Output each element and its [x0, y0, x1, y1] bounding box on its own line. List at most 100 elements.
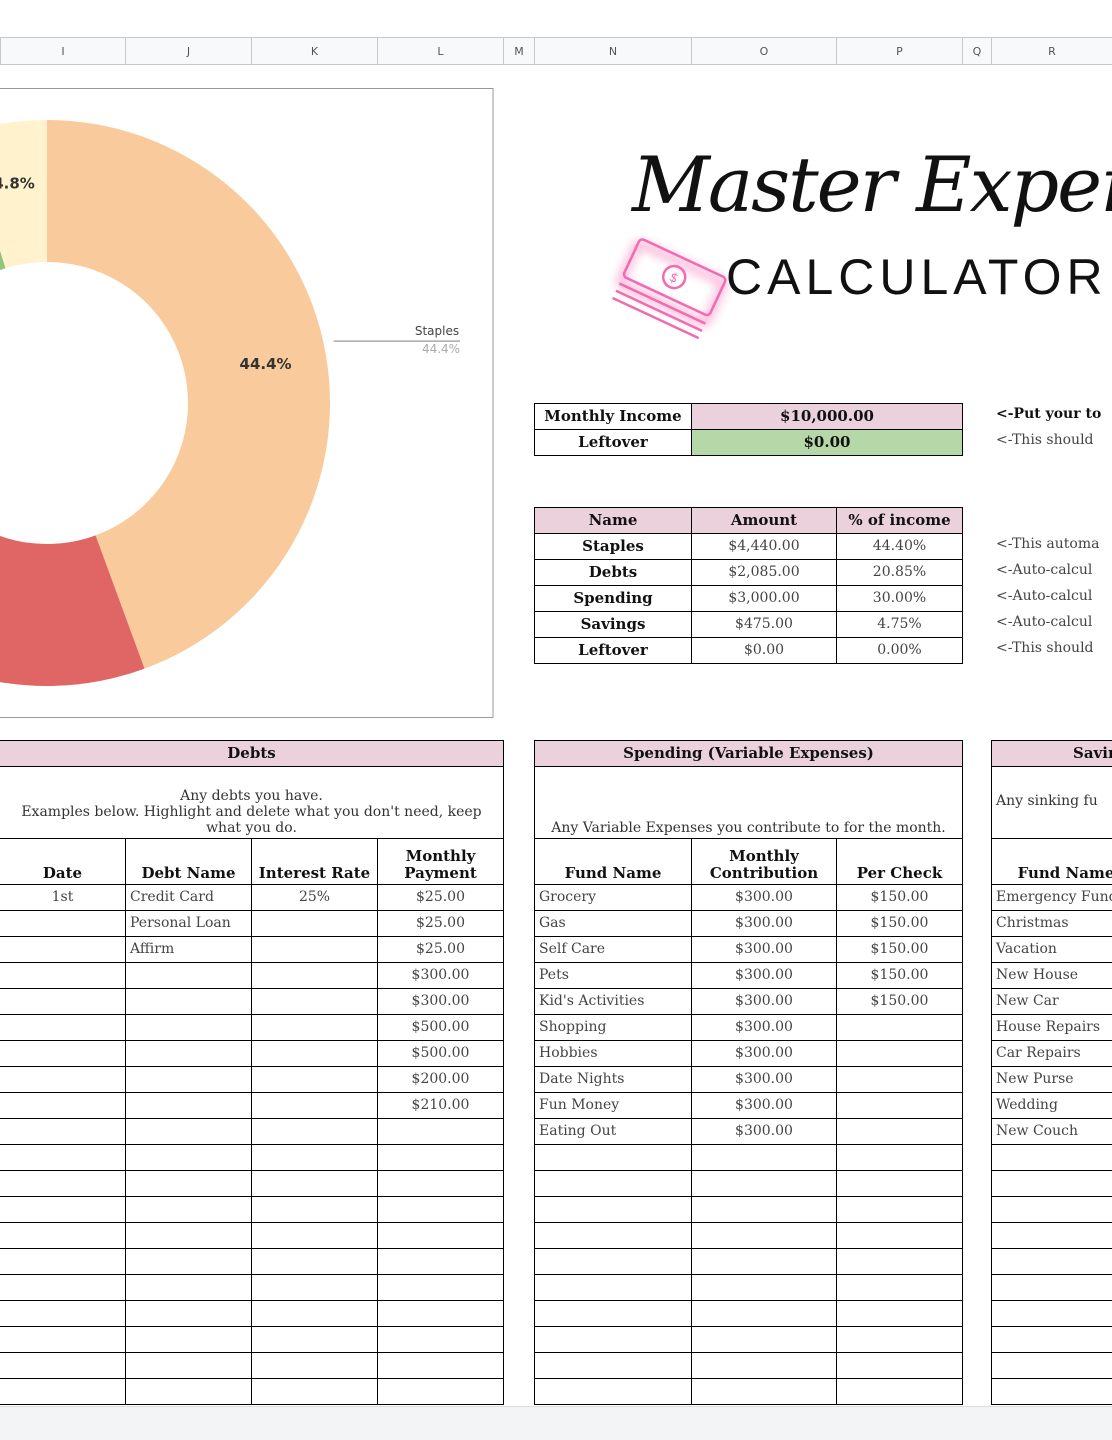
cell: Monthly Payment	[377, 838, 504, 885]
cell: Monthly Income	[534, 403, 692, 430]
cell	[991, 1326, 1112, 1353]
column-header: I	[0, 37, 126, 65]
cell	[836, 1274, 963, 1301]
cell	[534, 1196, 692, 1223]
cell	[691, 1170, 837, 1197]
cell	[0, 1014, 126, 1041]
cell	[377, 1300, 504, 1327]
cell: $150.00	[836, 936, 963, 963]
cell: Date Nights	[534, 1066, 692, 1093]
cell	[251, 1118, 378, 1145]
cell: Car Repairs	[991, 1040, 1112, 1067]
cell: Fun Money	[534, 1092, 692, 1119]
cell	[125, 988, 252, 1015]
cell	[836, 1378, 963, 1405]
cell	[991, 1222, 1112, 1249]
cell	[125, 1352, 252, 1379]
cell: $25.00	[377, 910, 504, 937]
cell	[251, 1300, 378, 1327]
cell: $300.00	[377, 988, 504, 1015]
cell: Spending	[534, 585, 692, 612]
column-header: J	[125, 37, 252, 65]
cell	[534, 1378, 692, 1405]
cell	[0, 1326, 126, 1353]
cell	[251, 1378, 378, 1405]
cell: $0.00	[691, 637, 837, 664]
cell: $3,000.00	[691, 585, 837, 612]
cell	[991, 1352, 1112, 1379]
column-header: N	[534, 37, 692, 65]
money-icon: $	[612, 238, 727, 340]
cell: $150.00	[836, 910, 963, 937]
cell: Any debts you have. Examples below. High…	[0, 766, 504, 839]
cell	[125, 1274, 252, 1301]
cell	[251, 962, 378, 989]
title-subtitle: CALCULATOR	[726, 249, 1108, 305]
cell: $150.00	[836, 988, 963, 1015]
cell	[0, 1066, 126, 1093]
cell: Debt Name	[125, 838, 252, 885]
cell	[534, 1300, 692, 1327]
cell: Fund Name	[534, 838, 692, 885]
cell: Pets	[534, 962, 692, 989]
cell: Per Check	[836, 838, 963, 885]
cell: $300.00	[691, 1014, 837, 1041]
cell	[0, 962, 126, 989]
cell	[0, 1274, 126, 1301]
title-script: Master Expense	[632, 140, 1112, 229]
cell: Monthly Contribution	[691, 838, 837, 885]
column-header: R	[991, 37, 1112, 65]
slice-label: 44.4%	[240, 355, 292, 373]
cell	[0, 910, 126, 937]
cell	[0, 1248, 126, 1275]
cell	[251, 1014, 378, 1041]
donut-slice	[47, 120, 330, 669]
cell	[691, 1352, 837, 1379]
cell: 0.00%	[836, 637, 963, 664]
cell	[534, 1144, 692, 1171]
slice-label: 4.8%	[0, 174, 35, 192]
cell	[377, 1248, 504, 1275]
cell	[125, 1326, 252, 1353]
cell: Christmas	[991, 910, 1112, 937]
cell: $300.00	[691, 936, 837, 963]
column-header: Q	[962, 37, 992, 65]
cell	[0, 988, 126, 1015]
cell: New Couch	[991, 1118, 1112, 1145]
cell	[0, 1222, 126, 1249]
cell: $25.00	[377, 884, 504, 911]
cell: Affirm	[125, 936, 252, 963]
cell: $300.00	[691, 1092, 837, 1119]
cell	[125, 1300, 252, 1327]
cell	[0, 936, 126, 963]
cell	[377, 1196, 504, 1223]
cell	[377, 1274, 504, 1301]
cell	[534, 1274, 692, 1301]
cell	[534, 1222, 692, 1249]
cell	[0, 1092, 126, 1119]
cell: $300.00	[377, 962, 504, 989]
cell	[251, 1352, 378, 1379]
cell	[251, 1066, 378, 1093]
note: <-This automa	[996, 536, 1100, 552]
cell	[836, 1170, 963, 1197]
cell: Date	[0, 838, 126, 885]
cell	[534, 1352, 692, 1379]
cell	[836, 1092, 963, 1119]
cell: Amount	[691, 507, 837, 534]
cell	[836, 1014, 963, 1041]
cell	[691, 1144, 837, 1171]
cell: Credit Card	[125, 884, 252, 911]
callout-category: Staples	[415, 324, 459, 338]
cell: Wedding	[991, 1092, 1112, 1119]
cell	[251, 1248, 378, 1275]
cell: Spending (Variable Expenses)	[534, 740, 963, 767]
cell: Vacation	[991, 936, 1112, 963]
cell	[991, 1170, 1112, 1197]
cell	[377, 1222, 504, 1249]
cell: $10,000.00	[691, 403, 963, 430]
svg-text:$: $	[667, 270, 681, 287]
